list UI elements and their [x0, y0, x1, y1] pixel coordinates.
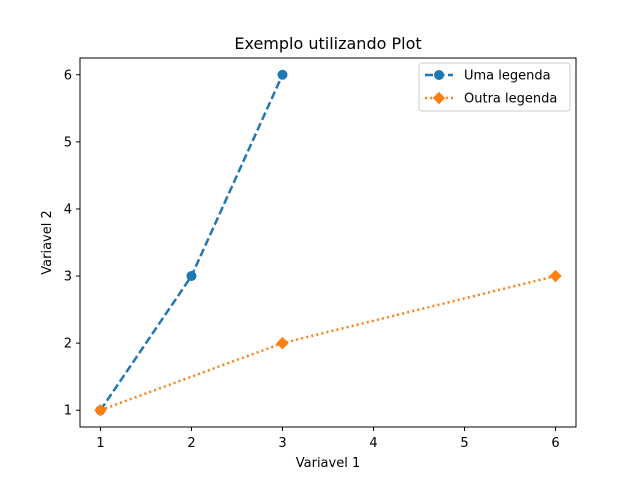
y-tick-label: 6	[64, 68, 72, 83]
x-axis-ticks: 1 2 3 4 5 6	[96, 427, 560, 451]
y-tick-label: 1	[64, 404, 72, 419]
x-tick-label: 6	[551, 436, 559, 451]
chart-title: Exemplo utilizando Plot	[234, 34, 421, 53]
plot-frame	[79, 57, 577, 428]
data-point	[276, 336, 289, 350]
series-2	[94, 269, 562, 417]
x-tick-label: 4	[369, 436, 377, 451]
legend-marker	[434, 70, 444, 80]
x-tick-label: 2	[187, 436, 195, 451]
x-tick-label: 1	[96, 436, 104, 451]
y-tick-label: 3	[64, 270, 72, 285]
x-tick-label: 3	[278, 436, 286, 451]
legend-marker	[432, 91, 446, 105]
data-point	[277, 69, 288, 80]
legend-entry: Uma legenda	[425, 69, 551, 84]
data-point	[186, 271, 197, 282]
legend-label: Outra legenda	[464, 92, 557, 107]
y-axis-ticks: 1 2 3 4 5 6	[64, 68, 80, 419]
x-axis-label: Variavel 1	[296, 456, 360, 471]
y-tick-label: 4	[64, 202, 72, 217]
y-tick-label: 2	[64, 337, 72, 352]
data-point	[549, 269, 562, 283]
x-tick-label: 5	[460, 436, 468, 451]
legend-box	[418, 62, 571, 112]
legend: Uma legenda Outra legenda	[418, 62, 571, 112]
legend-entry: Outra legenda	[425, 92, 557, 107]
plot-area	[80, 58, 576, 427]
series-layer	[94, 69, 562, 417]
legend-entries: Uma legenda Outra legenda	[425, 69, 557, 107]
y-tick-label: 5	[64, 135, 72, 150]
legend-label: Uma legenda	[464, 69, 551, 84]
data-point	[94, 404, 107, 417]
y-axis-label: Variavel 2	[40, 210, 55, 274]
